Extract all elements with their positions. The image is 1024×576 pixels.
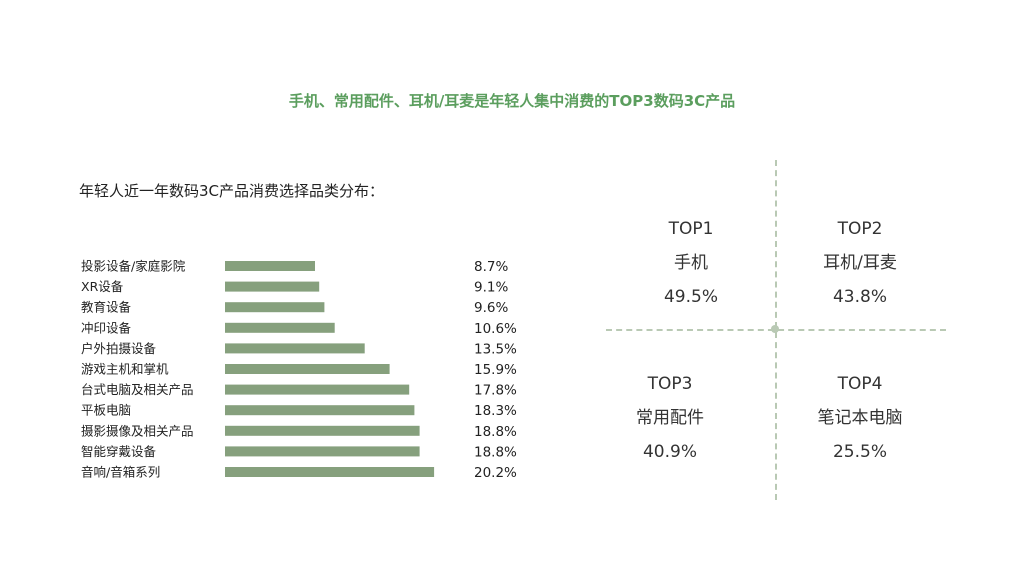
bar <box>225 446 420 457</box>
category-label: 平板电脑 <box>81 403 131 418</box>
category-label: 台式电脑及相关产品 <box>81 382 194 397</box>
value-label: 9.1% <box>474 280 508 296</box>
value-label: 20.2% <box>474 465 517 481</box>
divider-center-dot <box>771 325 779 333</box>
category-label: 智能穿戴设备 <box>81 444 157 459</box>
top-rank-label: TOP1 <box>668 219 714 239</box>
top-product-3: TOP3 常用配件 40.9% <box>600 367 740 469</box>
value-label: 18.3% <box>474 403 517 419</box>
top-product-4: TOP4 笔记本电脑 25.5% <box>790 367 930 469</box>
category-label: 冲印设备 <box>81 320 132 335</box>
bar <box>225 405 415 416</box>
bar <box>225 364 390 374</box>
category-label: 摄影摄像及相关产品 <box>81 423 194 438</box>
category-label: 投影设备/家庭影院 <box>81 259 186 274</box>
value-label: 15.9% <box>474 362 517 378</box>
bar <box>225 467 435 477</box>
bar-chart: 投影设备/家庭影院 8.7% XR设备 9.1% 教育设备 9.6% 冲印设备 10.6% 户外… <box>81 259 517 482</box>
bar <box>225 322 335 333</box>
value-label: 13.5% <box>474 341 517 357</box>
bar <box>225 343 365 354</box>
bar <box>225 302 325 313</box>
category-label: 教育设备 <box>81 300 132 315</box>
top-product-2: TOP2 耳机/耳麦 43.8% <box>790 212 930 314</box>
value-label: 9.6% <box>474 300 508 316</box>
value-label: 17.8% <box>474 383 517 399</box>
top-rank-label: TOP3 <box>647 374 693 394</box>
page-title: 手机、常用配件、耳机/耳麦是年轻人集中消费的TOP3数码3C产品 <box>288 92 736 110</box>
top-product-1: TOP1 手机 49.5% <box>621 212 761 314</box>
top-product-value: 40.9% <box>642 442 697 462</box>
top-rank-label: TOP4 <box>837 374 883 394</box>
value-label: 10.6% <box>474 321 517 337</box>
top-product-value: 25.5% <box>832 442 887 462</box>
top-product-value: 49.5% <box>663 287 718 307</box>
bar <box>225 281 320 292</box>
top-rank-label: TOP2 <box>837 219 883 239</box>
category-label: 游戏主机和掌机 <box>81 362 169 377</box>
bar <box>225 261 315 271</box>
top-product-name: 手机 <box>674 253 708 273</box>
top-product-name: 笔记本电脑 <box>817 408 903 428</box>
category-label: 户外拍摄设备 <box>81 341 157 356</box>
top-product-name: 常用配件 <box>636 408 704 428</box>
top-product-value: 43.8% <box>832 287 887 307</box>
bar <box>225 425 420 436</box>
value-label: 8.7% <box>474 259 508 275</box>
chart-title: 年轻人近一年数码3C产品消费选择品类分布： <box>79 182 385 200</box>
category-label: XR设备 <box>81 279 124 294</box>
value-label: 18.8% <box>474 424 517 440</box>
bar <box>225 384 410 395</box>
category-label: 音响/音箱系列 <box>81 465 160 480</box>
value-label: 18.8% <box>474 444 517 460</box>
top-product-name: 耳机/耳麦 <box>823 253 897 273</box>
